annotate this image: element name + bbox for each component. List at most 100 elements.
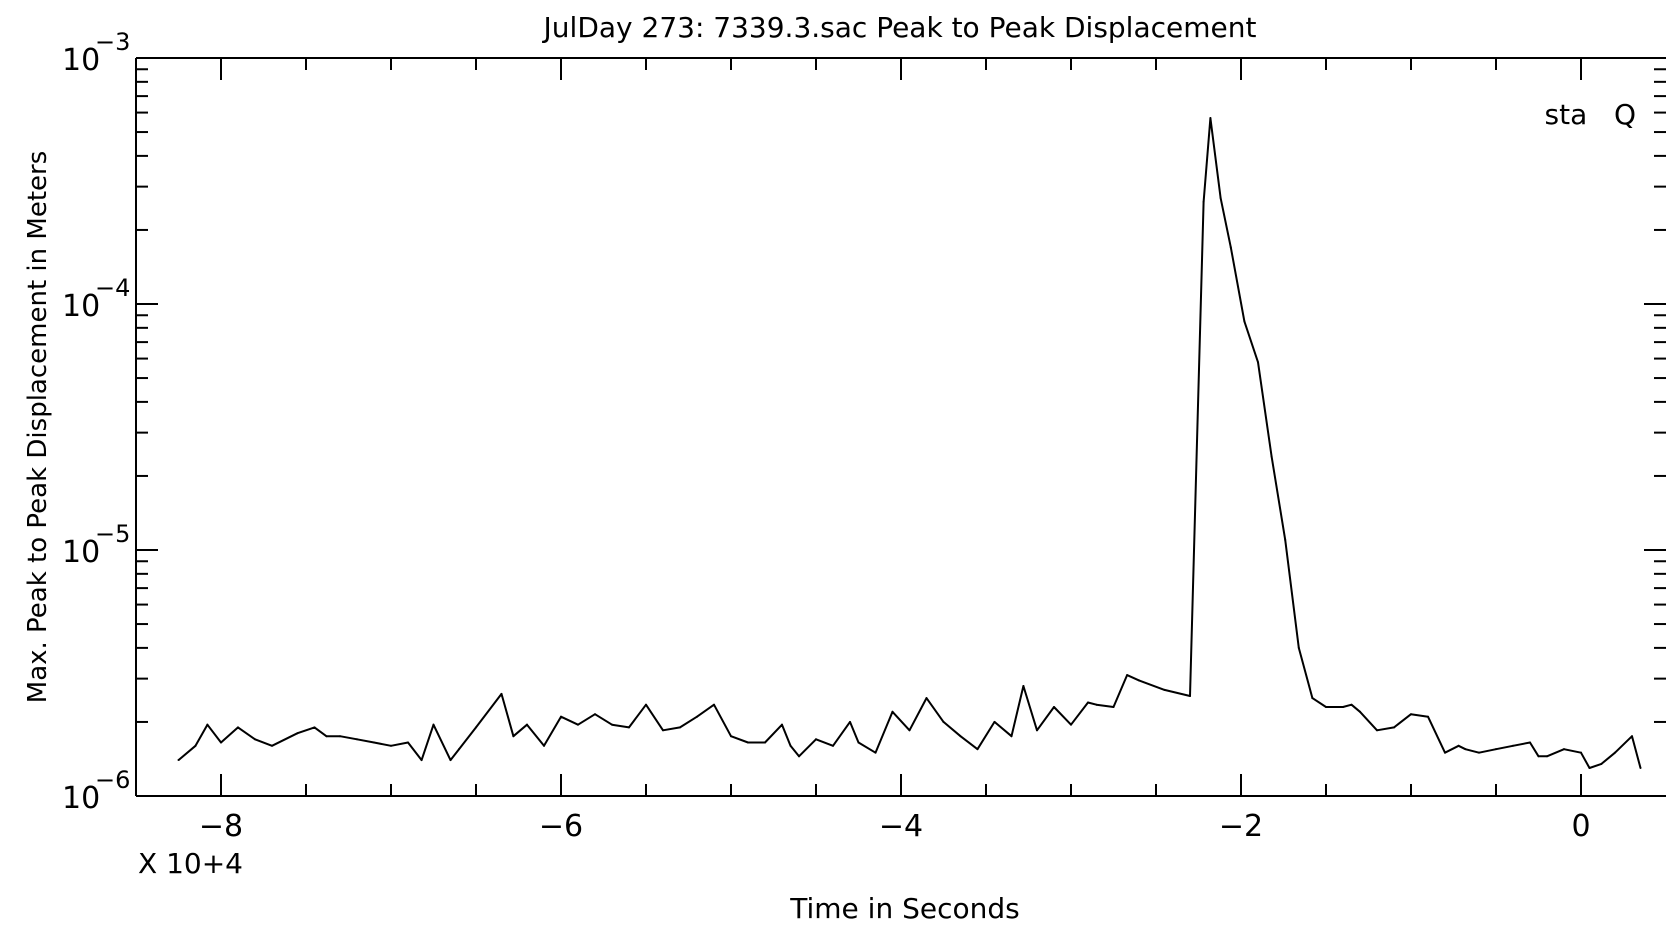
- chart-title: JulDay 273: 7339.3.sac Peak to Peak Disp…: [542, 11, 1257, 44]
- data-point: [420, 759, 423, 762]
- data-point: [789, 744, 792, 747]
- data-point: [696, 715, 698, 718]
- data-point: [849, 720, 851, 723]
- y-tick-base: 10: [62, 43, 100, 78]
- data-point: [254, 738, 256, 741]
- data-point: [1580, 751, 1582, 754]
- series-line: [177, 117, 1642, 769]
- data-points: [177, 117, 1642, 769]
- data-point: [1138, 679, 1140, 682]
- data-point: [543, 744, 545, 747]
- x-tick-label: −8: [199, 809, 243, 844]
- data-point: [296, 732, 299, 735]
- data-point: [1270, 455, 1273, 458]
- data-point: [1376, 729, 1378, 732]
- data-point: [1359, 710, 1361, 713]
- data-point: [679, 726, 681, 729]
- data-point: [1563, 748, 1565, 751]
- axis-ticks: [136, 58, 1666, 796]
- y-tick-base: 10: [62, 289, 100, 324]
- data-point: [1529, 741, 1531, 744]
- data-point: [500, 692, 503, 695]
- data-point: [662, 729, 664, 732]
- data-point: [1257, 361, 1259, 364]
- data-point: [611, 723, 613, 726]
- data-point: [1600, 762, 1603, 765]
- data-point: [1342, 706, 1344, 709]
- data-point: [325, 735, 328, 738]
- data-point: [194, 744, 197, 747]
- data-point: [857, 741, 860, 744]
- data-point: [764, 741, 766, 744]
- data-point: [449, 759, 452, 762]
- x-tick-label: 0: [1571, 809, 1590, 844]
- data-point: [1457, 744, 1460, 747]
- data-point: [1163, 688, 1166, 691]
- data-point: [1219, 196, 1222, 199]
- data-point: [577, 723, 579, 726]
- y-tick-exponent: −3: [95, 28, 130, 56]
- y-tick-exponent: −5: [95, 520, 130, 548]
- data-point: [908, 729, 911, 732]
- data-point: [781, 723, 783, 726]
- data-point: [526, 723, 528, 726]
- data-point: [1297, 646, 1300, 649]
- data-point: [815, 738, 817, 741]
- data-point: [271, 744, 273, 747]
- y-tick-exponent: −4: [95, 274, 130, 302]
- data-point: [1495, 748, 1497, 751]
- data-point: [1410, 713, 1412, 716]
- data-point: [1126, 674, 1129, 677]
- data-point: [993, 720, 996, 723]
- data-point: [1614, 751, 1616, 754]
- data-point: [220, 741, 222, 744]
- data-point: [373, 741, 375, 744]
- data-point: [1284, 538, 1287, 541]
- x-axis-label: Time in Seconds: [789, 892, 1019, 925]
- data-point: [1202, 200, 1205, 203]
- data-point: [512, 735, 515, 738]
- x-tick-label: −2: [1219, 809, 1263, 844]
- data-point: [1022, 684, 1025, 687]
- data-point: [959, 735, 962, 738]
- data-point: [874, 751, 877, 754]
- data-point: [1036, 729, 1038, 732]
- data-point: [206, 723, 209, 726]
- data-point: [1444, 751, 1446, 754]
- data-point: [339, 735, 341, 738]
- x-tick-labels: −8 −6 −4 −2 0: [199, 809, 1591, 844]
- data-point: [747, 741, 749, 744]
- data-point: [1311, 697, 1314, 700]
- data-point: [1512, 744, 1514, 747]
- data-point: [177, 759, 180, 762]
- y-tick-label: 10−4: [62, 274, 130, 324]
- data-point: [976, 748, 979, 751]
- data-point: [1464, 748, 1467, 751]
- data-point: [1095, 703, 1098, 706]
- data-point: [1478, 751, 1480, 754]
- data-point: [1546, 755, 1548, 758]
- data-point: [713, 703, 715, 706]
- data-point: [925, 697, 928, 700]
- data-point: [1087, 701, 1089, 704]
- x-tick-label: −4: [879, 809, 923, 844]
- data-point: [1350, 703, 1353, 706]
- data-point: [1631, 735, 1633, 738]
- data-point: [1189, 694, 1191, 697]
- y-tick-label: 10−3: [62, 28, 130, 78]
- data-point: [1393, 726, 1395, 729]
- data-point: [1537, 755, 1540, 758]
- y-tick-label: 10−5: [62, 520, 130, 570]
- data-point: [356, 738, 358, 741]
- data-point: [832, 744, 834, 747]
- data-point: [1639, 766, 1642, 769]
- data-point: [1325, 706, 1327, 709]
- y-tick-labels: 10−610−510−410−3: [62, 28, 130, 816]
- data-point: [594, 713, 596, 716]
- data-point: [432, 723, 435, 726]
- plot-frame: [135, 57, 1666, 797]
- data-point: [1209, 117, 1212, 120]
- data-point: [1588, 766, 1591, 769]
- data-point: [390, 744, 392, 747]
